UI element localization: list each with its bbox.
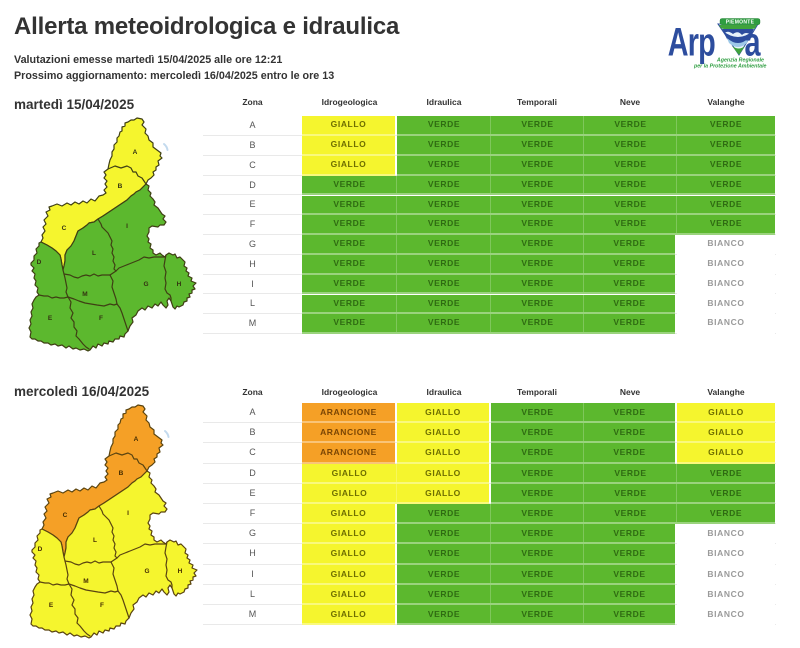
- svg-text:E: E: [49, 602, 54, 609]
- svg-text:C: C: [62, 225, 67, 232]
- svg-text:L: L: [93, 537, 97, 544]
- svg-text:D: D: [37, 259, 42, 266]
- svg-text:L: L: [92, 250, 96, 257]
- svg-text:F: F: [99, 315, 103, 322]
- svg-text:M: M: [82, 291, 87, 298]
- svg-text:a: a: [744, 20, 761, 65]
- svg-text:Arp: Arp: [668, 20, 715, 65]
- svg-text:I: I: [126, 223, 128, 230]
- svg-text:I: I: [127, 510, 129, 517]
- svg-text:F: F: [100, 602, 104, 609]
- svg-text:Agenzia Regionale: Agenzia Regionale: [716, 57, 764, 63]
- svg-text:per la Protezione Ambientale: per la Protezione Ambientale: [693, 63, 767, 69]
- svg-text:G: G: [143, 281, 148, 288]
- svg-text:D: D: [38, 546, 43, 553]
- svg-text:M: M: [83, 578, 88, 585]
- svg-text:A: A: [134, 436, 139, 443]
- svg-text:PIEMONTE: PIEMONTE: [726, 20, 755, 26]
- svg-text:A: A: [133, 149, 138, 156]
- svg-text:E: E: [48, 315, 53, 322]
- svg-text:G: G: [144, 568, 149, 575]
- svg-text:H: H: [178, 568, 183, 575]
- svg-text:C: C: [63, 512, 68, 519]
- svg-text:H: H: [177, 281, 182, 288]
- svg-text:B: B: [118, 183, 123, 190]
- svg-text:B: B: [119, 470, 124, 477]
